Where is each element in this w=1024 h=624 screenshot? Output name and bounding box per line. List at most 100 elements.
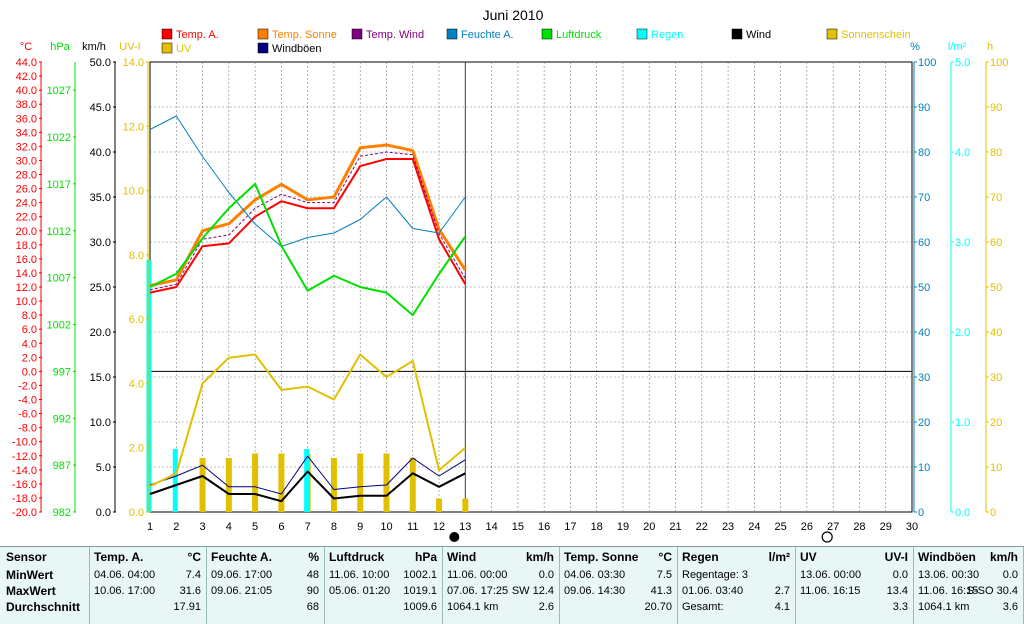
x-tick-label: 17 xyxy=(564,521,576,533)
temp-tick-label: -18.0 xyxy=(12,493,37,505)
sun-axis-label: h xyxy=(987,41,993,53)
axes: °C44.042.040.038.036.034.032.030.028.026… xyxy=(12,41,1008,533)
humidity-tick-label: 60 xyxy=(918,237,930,249)
stats-cell-value: 0.0 xyxy=(1002,569,1018,581)
stats-column xyxy=(560,547,678,624)
uv-tick-label: 4.0 xyxy=(129,378,144,390)
stats-cell-value: 1002.1 xyxy=(403,569,437,581)
stats-column-unit: °C xyxy=(658,550,672,564)
statistics-table: Sensor MinWert MaxWert Durchschnitt Temp. A.… xyxy=(0,546,1024,624)
stats-cell-value: 68 xyxy=(306,601,319,613)
wind-tick-label: 10.0 xyxy=(90,417,111,429)
stats-column xyxy=(796,547,914,624)
temp-tick-label: 24.0 xyxy=(16,198,37,210)
stats-cell-value: 3.3 xyxy=(892,601,908,613)
x-tick-label: 15 xyxy=(512,521,524,533)
stats-cell-value: 20.70 xyxy=(644,601,672,613)
legend-label: Luftdruck xyxy=(556,29,602,41)
stats-cell-when: 04.06. 04:00 xyxy=(94,569,156,581)
new-moon-icon xyxy=(449,532,460,542)
wind-line xyxy=(149,470,466,503)
pressure-tick-label: 1017 xyxy=(47,179,71,191)
stats-label-column xyxy=(0,547,90,624)
stats-cell-when: 09.06. 21:05 xyxy=(211,585,273,597)
x-tick-label: 6 xyxy=(278,521,284,533)
sonnenschein-bar xyxy=(330,458,337,512)
stats-cell-when: 05.06. 01:20 xyxy=(329,585,391,597)
stats-cell-value: 4.1 xyxy=(774,601,790,613)
stats-column xyxy=(325,547,443,624)
sun-tick-label: 10 xyxy=(990,462,1002,474)
stats-cell-value: 1009.6 xyxy=(403,601,437,613)
temp-tick-label: 34.0 xyxy=(16,127,37,139)
temp_a-line xyxy=(149,158,467,294)
humidity-tick-label: 70 xyxy=(918,192,930,204)
sonnenschein-bar xyxy=(225,458,232,512)
legend-swatch xyxy=(731,28,743,40)
temp-tick-label: 44.0 xyxy=(16,57,37,69)
x-tick-label: 13 xyxy=(459,521,471,533)
sonnenschein-bar xyxy=(252,453,259,512)
stats-column xyxy=(90,547,207,624)
wind-tick-label: 15.0 xyxy=(90,372,111,384)
x-tick-label: 21 xyxy=(669,521,681,533)
wind-tick-label: 40.0 xyxy=(90,147,111,159)
pressure-axis-label: hPa xyxy=(50,41,70,53)
x-tick-label: 9 xyxy=(357,521,363,533)
temp_wind-line xyxy=(149,151,466,291)
stats-column-title: Temp. A. xyxy=(94,550,144,564)
stats-cell-value: 3.6 xyxy=(1002,601,1018,613)
temp-tick-label: 38.0 xyxy=(16,99,37,111)
sonnenschein-bar xyxy=(278,453,285,512)
grid xyxy=(149,61,913,543)
stats-column-unit: km/h xyxy=(525,550,554,564)
legend-swatch xyxy=(257,28,269,40)
sun-tick-label: 20 xyxy=(990,417,1002,429)
stats-column-title: UV xyxy=(800,550,817,564)
wind-tick-label: 35.0 xyxy=(90,192,111,204)
humidity-tick-label: 30 xyxy=(918,372,930,384)
wind-tick-label: 20.0 xyxy=(90,327,111,339)
temp-tick-label: 8.0 xyxy=(22,310,37,322)
sonnenschein-bar xyxy=(357,453,364,512)
stats-cell-value: 2.7 xyxy=(774,585,790,597)
x-tick-label: 7 xyxy=(305,521,311,533)
stats-cell-when: Regentage: 3 xyxy=(682,569,749,581)
wind-tick-label: 5.0 xyxy=(96,462,111,474)
sun-tick-label: 80 xyxy=(990,147,1002,159)
stats-column-title: Feuchte A. xyxy=(211,550,272,564)
stats-cell-when: 07.06. 17:25 xyxy=(447,585,509,597)
humidity-tick-label: 80 xyxy=(918,147,930,159)
sonnenschein-bar xyxy=(409,458,416,512)
stats-cell-value: SW 12.4 xyxy=(511,585,554,597)
legend-swatch xyxy=(446,28,458,40)
legend-label: Temp. Wind xyxy=(366,29,424,41)
x-tick-label: 29 xyxy=(880,521,892,533)
stats-cell-when: 10.06. 17:00 xyxy=(94,585,156,597)
legend-label: Regen xyxy=(651,29,683,41)
temp-tick-label: 10.0 xyxy=(16,296,37,308)
temp-tick-label: 12.0 xyxy=(16,282,37,294)
stats-cell-value: 1019.1 xyxy=(403,585,437,597)
humidity-tick-label: 100 xyxy=(918,57,936,69)
series-layer xyxy=(149,115,467,503)
x-tick-label: 1 xyxy=(147,521,153,533)
x-tick-label: 3 xyxy=(199,521,205,533)
temp-tick-label: 30.0 xyxy=(16,155,37,167)
sun-tick-label: 60 xyxy=(990,237,1002,249)
x-tick-label: 24 xyxy=(748,521,760,533)
temp-tick-label: -4.0 xyxy=(18,395,37,407)
uv-tick-label: 14.0 xyxy=(123,57,144,69)
uv-tick-label: 2.0 xyxy=(129,443,144,455)
humidity-tick-label: 40 xyxy=(918,327,930,339)
legend-label: Sonnenschein xyxy=(841,29,911,41)
uv-tick-label: 12.0 xyxy=(123,121,144,133)
pressure-tick-label: 1012 xyxy=(47,226,71,238)
temp-tick-label: 42.0 xyxy=(16,71,37,83)
sun-tick-label: 70 xyxy=(990,192,1002,204)
x-tick-label: 11 xyxy=(407,521,418,533)
stats-column-unit: UV-I xyxy=(884,550,908,564)
wind-tick-label: 50.0 xyxy=(90,57,111,69)
stats-cell-when: 11.06. 16:15 xyxy=(918,585,979,597)
humidity-tick-label: 20 xyxy=(918,417,930,429)
